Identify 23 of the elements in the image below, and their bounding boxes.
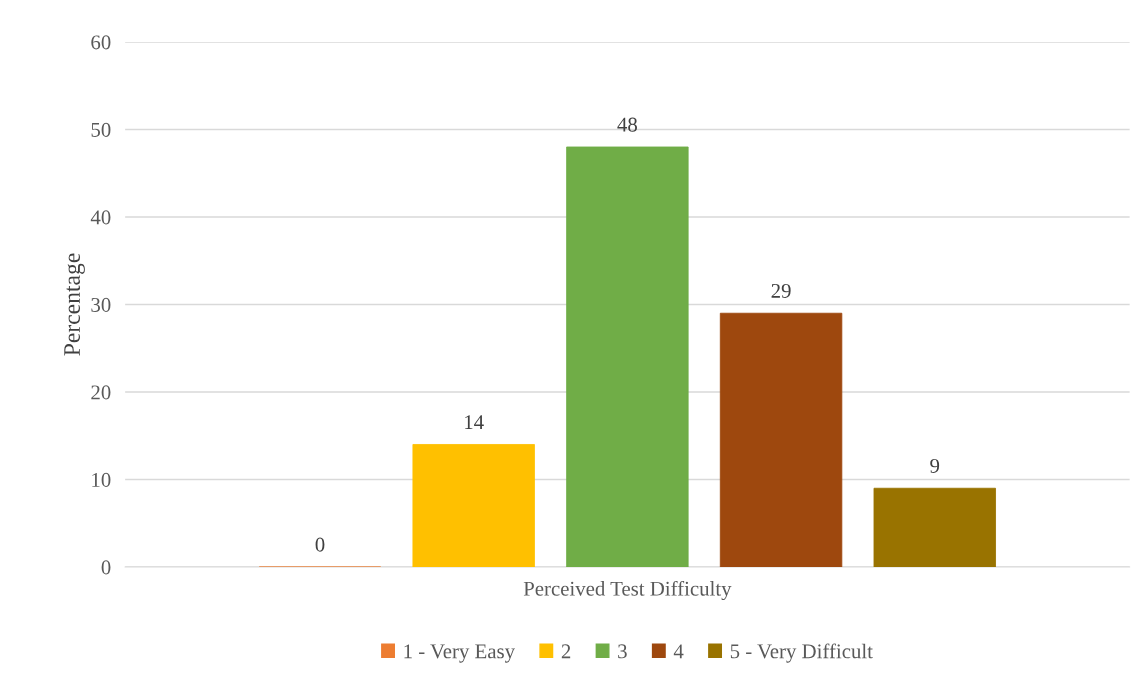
legend-label: 5 - Very Difficult <box>730 643 873 663</box>
data-label: 9 <box>930 458 940 473</box>
data-label: 14 <box>465 415 484 429</box>
y-tick-label: 10 <box>92 472 111 487</box>
data-label: 48 <box>617 117 637 132</box>
bar <box>566 146 689 567</box>
y-tick-label: 30 <box>91 297 111 312</box>
legend-label: 4 <box>673 644 684 659</box>
y-tick-label: 0 <box>101 560 111 575</box>
data-label: 29 <box>771 283 791 298</box>
y-axis-title: Percentage <box>64 253 85 356</box>
bar <box>719 312 843 567</box>
legend-label: 1 - Very Easy <box>404 644 515 663</box>
bar <box>412 444 535 567</box>
y-tick-label: 50 <box>91 122 111 137</box>
y-tick-label: 40 <box>90 210 111 225</box>
x-tick-label: Perceived Test Difficulty <box>523 580 732 601</box>
y-tick-label: 20 <box>91 385 111 400</box>
bar <box>873 487 996 567</box>
legend-label: 2 <box>561 644 571 659</box>
y-tick-label: 60 <box>91 35 111 50</box>
data-label: 0 <box>315 537 325 552</box>
legend-label: 3 <box>618 644 627 659</box>
